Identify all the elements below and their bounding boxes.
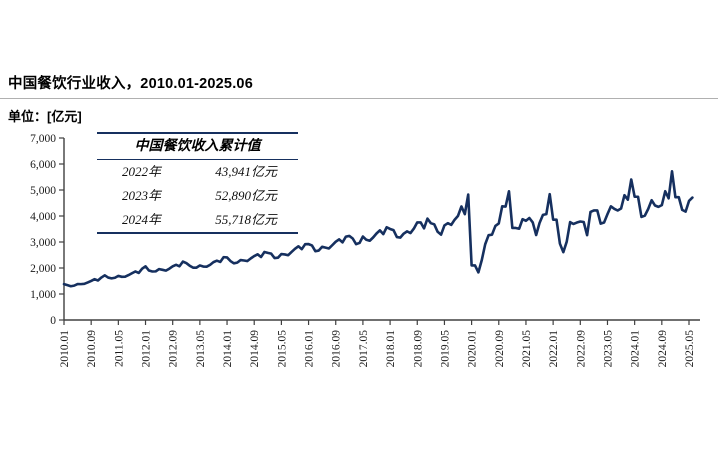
x-tick-label: 2024.09 — [657, 330, 669, 368]
y-tick-label: 3,000 — [30, 237, 56, 249]
x-tick-label: 2025.05 — [684, 330, 696, 368]
x-tick-label: 2024.01 — [630, 330, 642, 368]
x-tick-label: 2011.05 — [113, 330, 125, 367]
y-tick-label: 0 — [50, 315, 56, 327]
x-tick-label: 2018.01 — [385, 330, 397, 368]
x-tick-label: 2022.01 — [548, 330, 560, 368]
x-tick-label: 2013.05 — [195, 330, 207, 368]
summary-table-title: 中国餐饮收入累计值 — [97, 134, 298, 160]
table-row: 2022年 43,941亿元 — [97, 160, 298, 184]
title-divider — [0, 98, 718, 99]
row-year: 2022年 — [122, 164, 162, 179]
y-axis-ticks: 0 1,000 2,000 3,000 4,000 5,000 6,000 7,000 — [30, 133, 64, 327]
x-tick-label: 2015.05 — [276, 330, 288, 368]
row-value: 43,941亿元 — [215, 164, 277, 179]
row-year: 2023年 — [122, 188, 162, 203]
x-tick-label: 2017.05 — [358, 330, 370, 368]
revenue-line — [62, 170, 694, 288]
y-tick-label: 7,000 — [30, 133, 56, 145]
y-tick-label: 2,000 — [30, 263, 56, 275]
x-tick-label: 2014.09 — [249, 330, 261, 368]
table-row: 2023年 52,890亿元 — [97, 184, 298, 208]
x-tick-label: 2012.09 — [168, 330, 180, 368]
y-tick-label: 1,000 — [30, 289, 56, 301]
x-tick-label: 2016.01 — [304, 330, 316, 368]
x-tick-label: 2016.09 — [331, 330, 343, 368]
x-axis-ticks: 2010.01 2010.09 2011.05 2012.01 2012.09 2013.… — [59, 320, 696, 367]
y-tick-label: 5,000 — [30, 185, 56, 197]
x-tick-label: 2010.09 — [86, 330, 98, 368]
x-tick-label: 2020.09 — [494, 330, 506, 368]
summary-table: 中国餐饮收入累计值 2022年 43,941亿元 2023年 52,890亿元 … — [97, 132, 298, 234]
row-value: 52,890亿元 — [215, 188, 277, 203]
x-tick-label: 2022.09 — [575, 330, 587, 368]
x-tick-label: 2018.09 — [412, 330, 424, 368]
row-year: 2024年 — [122, 212, 162, 227]
axes — [63, 138, 700, 321]
x-tick-label: 2020.01 — [467, 330, 479, 368]
table-row: 2024年 55,718亿元 — [97, 208, 298, 232]
y-tick-label: 6,000 — [30, 159, 56, 171]
x-tick-label: 2012.01 — [141, 330, 153, 368]
row-value: 55,718亿元 — [215, 212, 277, 227]
x-tick-label: 2010.01 — [59, 330, 71, 368]
chart-title: 中国餐饮行业收入，2010.01-2025.06 — [8, 76, 253, 92]
x-tick-label: 2014.01 — [222, 330, 234, 368]
unit-label: 单位：[亿元] — [8, 109, 82, 124]
x-tick-label: 2021.05 — [521, 330, 533, 368]
y-tick-label: 4,000 — [30, 211, 56, 223]
x-tick-label: 2023.05 — [602, 330, 614, 368]
x-tick-label: 2019.05 — [439, 330, 451, 368]
